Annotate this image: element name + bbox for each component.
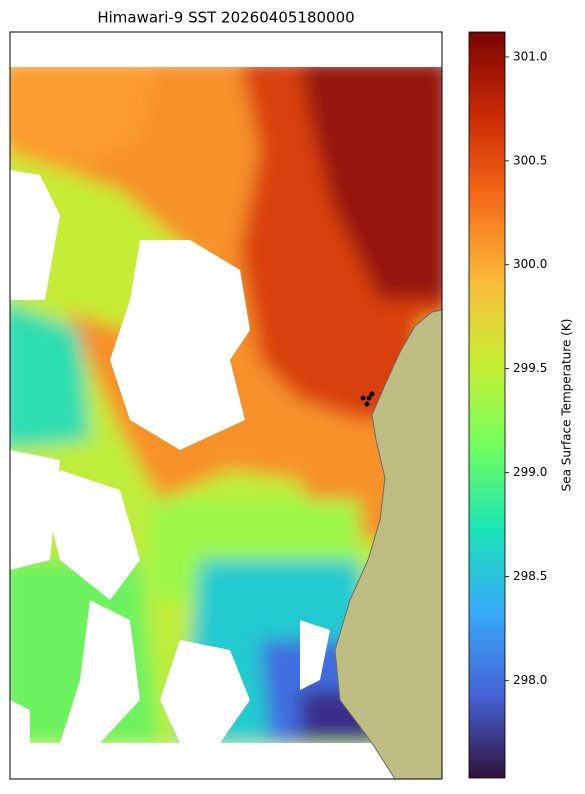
colorbar	[468, 31, 506, 779]
colorbar-tick-label: 298.5	[513, 569, 547, 583]
sst-map	[10, 32, 442, 779]
colorbar-tick-label: 299.0	[513, 465, 547, 479]
colorbar-tick-label: 298.0	[513, 673, 547, 687]
colorbar-tick-label: 300.5	[513, 153, 547, 167]
chart-title: Himawari-9 SST 20260405180000	[97, 9, 354, 27]
map-frame	[9, 31, 443, 780]
colorbar-tick-label: 301.0	[513, 49, 547, 63]
colorbar-tick-label: 299.5	[513, 361, 547, 375]
colorbar-label: Sea Surface Temperature (K)	[560, 319, 574, 492]
colorbar-tick-label: 300.0	[513, 257, 547, 271]
